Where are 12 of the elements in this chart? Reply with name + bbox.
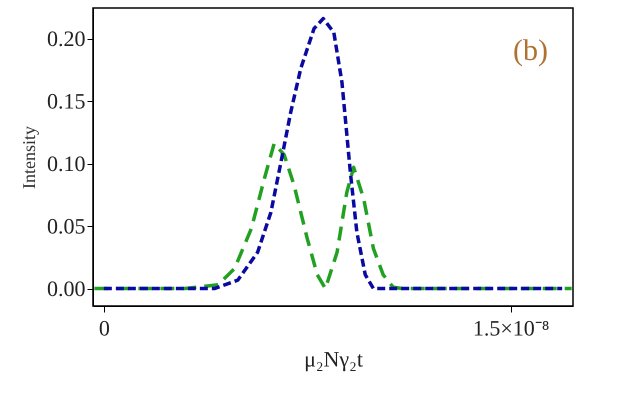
annotation: (b) (513, 34, 548, 67)
line-series (93, 142, 573, 290)
x-tick-label: 0 (98, 316, 110, 340)
y-tick-label: 0.10 (47, 151, 86, 176)
y-tick-label: 0.15 (47, 88, 86, 114)
y-axis-title: Intensity (19, 126, 39, 189)
line-series (102, 16, 564, 290)
y-tick-label: 0.20 (47, 26, 86, 52)
y-tick-label: 0.00 (47, 276, 86, 302)
x-tick-label: 1.5×10⁻⁸ (472, 316, 550, 340)
x-axis-title: μ₂Nγ₂t (304, 346, 363, 372)
y-tick-label: 0.05 (47, 214, 86, 239)
